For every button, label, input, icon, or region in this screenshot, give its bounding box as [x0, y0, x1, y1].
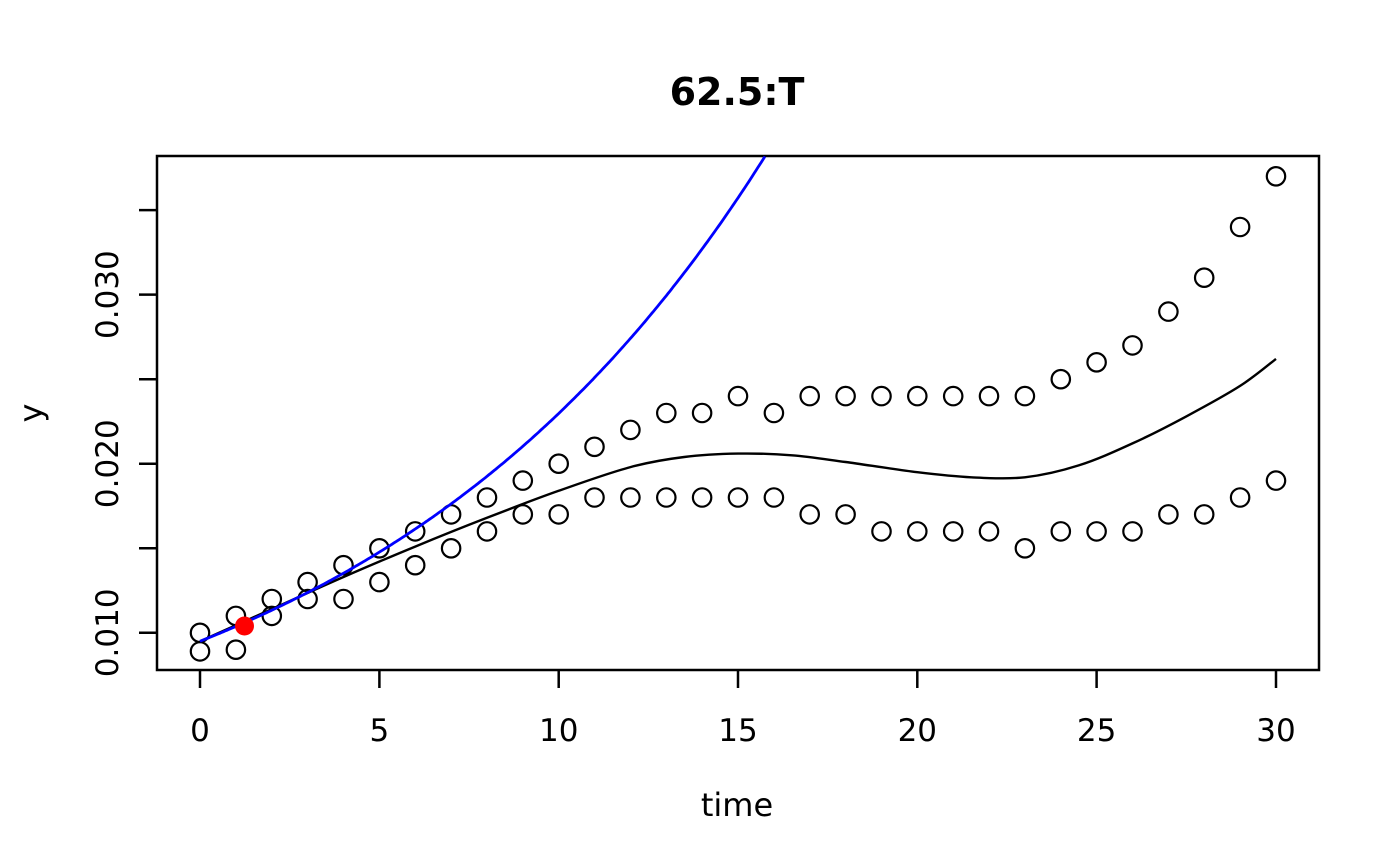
lower-band-points — [620, 487, 641, 508]
upper-band-points — [835, 385, 856, 407]
lower-band-points — [189, 641, 211, 662]
lower-band-points — [1158, 504, 1179, 525]
upper-band-points — [620, 419, 641, 441]
lower-band-points — [512, 504, 534, 525]
upper-band-points — [548, 453, 569, 474]
x-tick-label: 10 — [539, 713, 578, 749]
x-axis-title: time — [700, 786, 774, 824]
upper-band-points — [978, 385, 1000, 407]
lower-band-points — [404, 554, 426, 576]
lower-band-points — [906, 521, 928, 542]
lower-band-points — [978, 521, 1000, 542]
lower-band-points — [763, 487, 785, 508]
x-tick-label: 30 — [1256, 713, 1295, 749]
lower-band-points — [1014, 537, 1036, 559]
upper-band-points — [1122, 335, 1143, 356]
plot-box — [155, 154, 1321, 672]
lower-band-points — [871, 521, 892, 542]
upper-band-points — [1193, 267, 1215, 288]
upper-band-points — [655, 402, 677, 424]
lower-band-points — [942, 521, 964, 542]
lower-band-points — [548, 504, 569, 525]
lower-band-points — [1193, 504, 1215, 525]
lower-band-points — [1229, 487, 1251, 508]
upper-band-points — [1014, 385, 1036, 407]
lower-band-points — [799, 504, 820, 525]
upper-band-points — [369, 537, 390, 559]
upper-band-points — [799, 385, 820, 407]
upper-band-points — [1158, 301, 1179, 322]
upper-band-points — [584, 436, 605, 458]
chart-title: 62.5:T — [669, 70, 805, 114]
upper-band-points — [1050, 368, 1072, 390]
upper-band-points — [727, 385, 749, 407]
y-tick-label: 0.020 — [90, 419, 126, 508]
upper-band-points — [906, 385, 928, 407]
upper-band-points — [1086, 351, 1107, 373]
upper-band-points — [942, 385, 964, 407]
lower-band-points — [369, 571, 390, 593]
x-tick-label: 15 — [718, 713, 757, 749]
fitted-smooth-curve — [199, 357, 1277, 643]
lower-band-points — [297, 588, 318, 610]
lower-band-points — [584, 487, 605, 508]
lower-band-points — [476, 521, 498, 542]
lower-band-points — [1050, 521, 1072, 542]
upper-band-points — [512, 470, 534, 491]
lower-band-points — [1086, 521, 1107, 542]
lower-band-points — [1265, 470, 1287, 491]
y-tick-label: 0.010 — [90, 588, 126, 677]
upper-band-points — [691, 402, 713, 424]
y-tick-label: 0.030 — [90, 250, 126, 339]
x-tick-label: 20 — [898, 713, 937, 749]
lower-band-points — [835, 504, 856, 525]
lower-band-points — [1122, 521, 1143, 542]
x-tick-label: 25 — [1077, 713, 1116, 749]
lower-band-points — [655, 487, 677, 508]
lower-band-points — [727, 487, 749, 508]
lower-band-points — [225, 639, 247, 660]
upper-band-points — [763, 402, 785, 424]
x-tick-label: 0 — [190, 713, 210, 749]
lower-band-points — [440, 537, 462, 559]
model-exponential-curve — [199, 155, 767, 643]
x-tick-label: 5 — [370, 713, 390, 749]
upper-band-points — [1229, 216, 1251, 238]
upper-band-points — [476, 487, 498, 508]
highlight-point — [235, 616, 254, 636]
upper-band-points — [871, 385, 892, 407]
upper-band-points — [1265, 166, 1287, 187]
upper-band-points — [404, 521, 426, 542]
lower-band-points — [691, 487, 713, 508]
lower-band-points — [333, 588, 354, 610]
